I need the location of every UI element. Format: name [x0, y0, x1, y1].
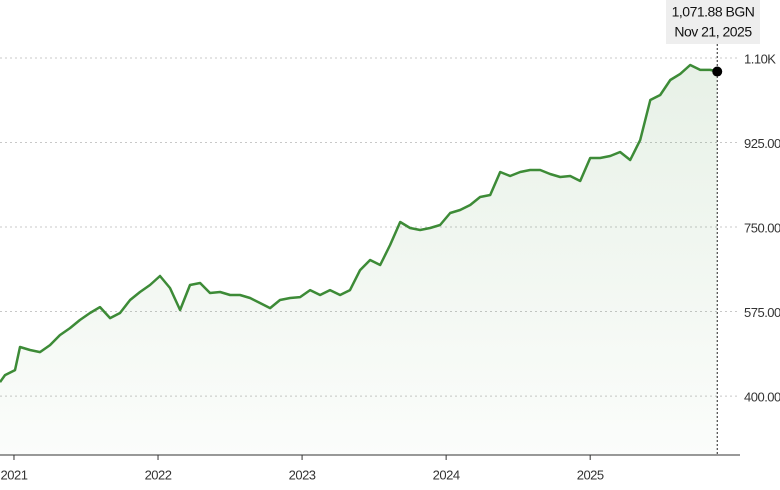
y-tick-label: 575.00 [744, 305, 780, 320]
tooltip-value: 1,071.88 BGN [672, 4, 755, 20]
x-tick-label: 2021 [1, 467, 28, 482]
last-point [712, 66, 723, 77]
tooltip-date: Nov 21, 2025 [674, 24, 752, 40]
x-tick-label: 2022 [145, 467, 172, 482]
tooltip-box [666, 0, 760, 44]
y-tick-label: 925.00 [744, 136, 780, 151]
area [0, 65, 718, 455]
y-tick-label: 1.10K [744, 51, 776, 66]
plot [0, 63, 718, 455]
x-tick-label: 2023 [289, 467, 316, 482]
y-tick-label: 400.00 [744, 390, 780, 405]
x-tick-label: 2024 [433, 467, 460, 482]
line [0, 63, 718, 383]
y-tick-label: 750.00 [744, 220, 780, 235]
overlay: 1,071.88 BGN Nov 21, 2025 [666, 0, 760, 455]
x-tick-label: 2025 [577, 467, 604, 482]
